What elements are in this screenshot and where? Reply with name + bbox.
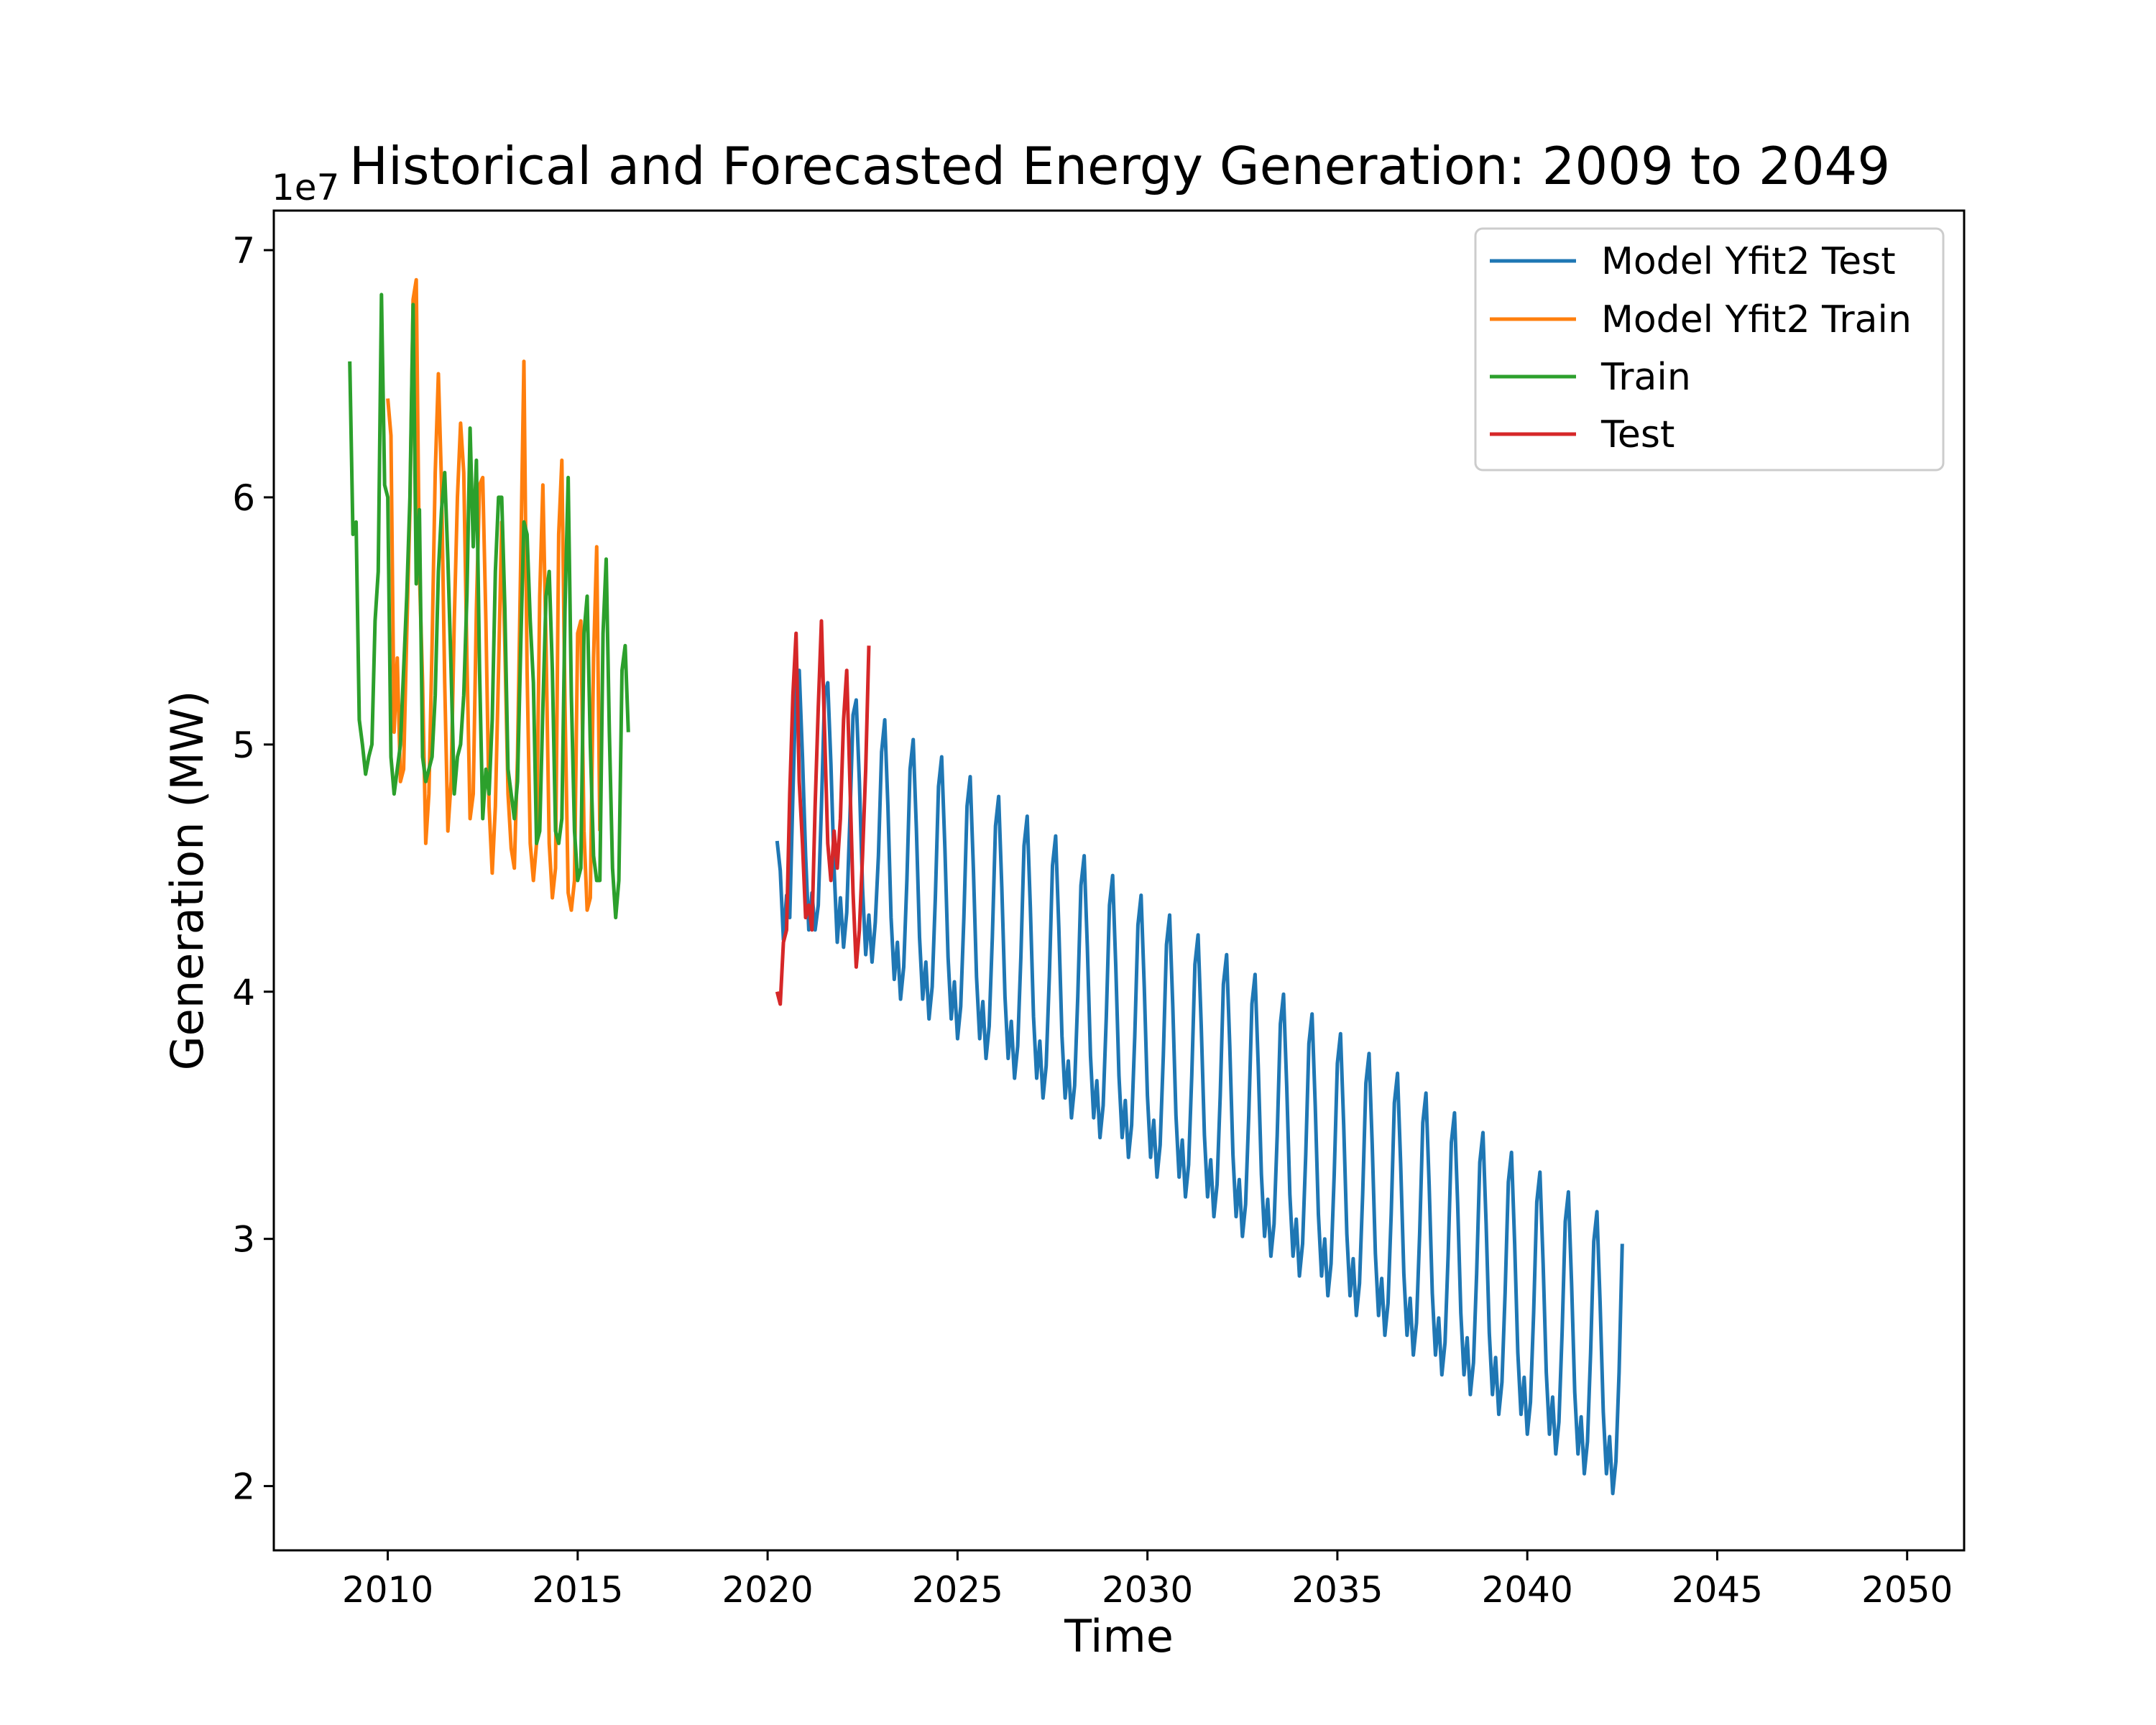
y-axis-label: Generation (MW) [161,691,213,1071]
x-tick-label: 2045 [1672,1569,1763,1611]
y-axis: 2 3 4 5 6 7 [232,230,274,1508]
series-line-test [775,619,871,1006]
y-tick-label: 5 [232,724,255,766]
y-tick-label: 6 [232,477,255,519]
x-tick-label: 2015 [532,1569,623,1611]
series-layer [348,277,1624,1496]
legend-box [1474,227,1945,472]
chart-title: Historical and Forecasted Energy Generat… [349,136,1890,196]
series-line-train [348,293,630,920]
x-axis: 2010 2015 2020 2025 2030 2035 2040 2045 2050 [342,1550,1953,1611]
legend-label-test: Test [1600,413,1674,456]
x-tick-label: 2050 [1861,1569,1953,1611]
legend-label-train: Train [1600,356,1691,399]
x-tick-label: 2030 [1102,1569,1193,1611]
x-tick-label: 2020 [722,1569,813,1611]
y-tick-label: 3 [232,1219,255,1261]
x-tick-label: 2035 [1291,1569,1383,1611]
legend-label-model-yfit2-test: Model Yfit2 Test [1601,240,1896,283]
x-tick-label: 2010 [342,1569,433,1611]
legend: Model Yfit2 Test Model Yfit2 Train Train… [1474,227,1945,472]
y-tick-label: 7 [232,230,255,272]
y-tick-label: 2 [232,1466,255,1508]
series-line-model-yfit2-test [775,668,1624,1496]
x-tick-label: 2025 [912,1569,1003,1611]
y-offset-label: 1e7 [272,167,339,208]
y-tick-label: 4 [232,972,255,1013]
plot-frame [272,209,1966,1552]
legend-label-model-yfit2-train: Model Yfit2 Train [1601,298,1912,341]
x-tick-label: 2040 [1482,1569,1573,1611]
x-axis-label: Time [1064,1610,1174,1662]
